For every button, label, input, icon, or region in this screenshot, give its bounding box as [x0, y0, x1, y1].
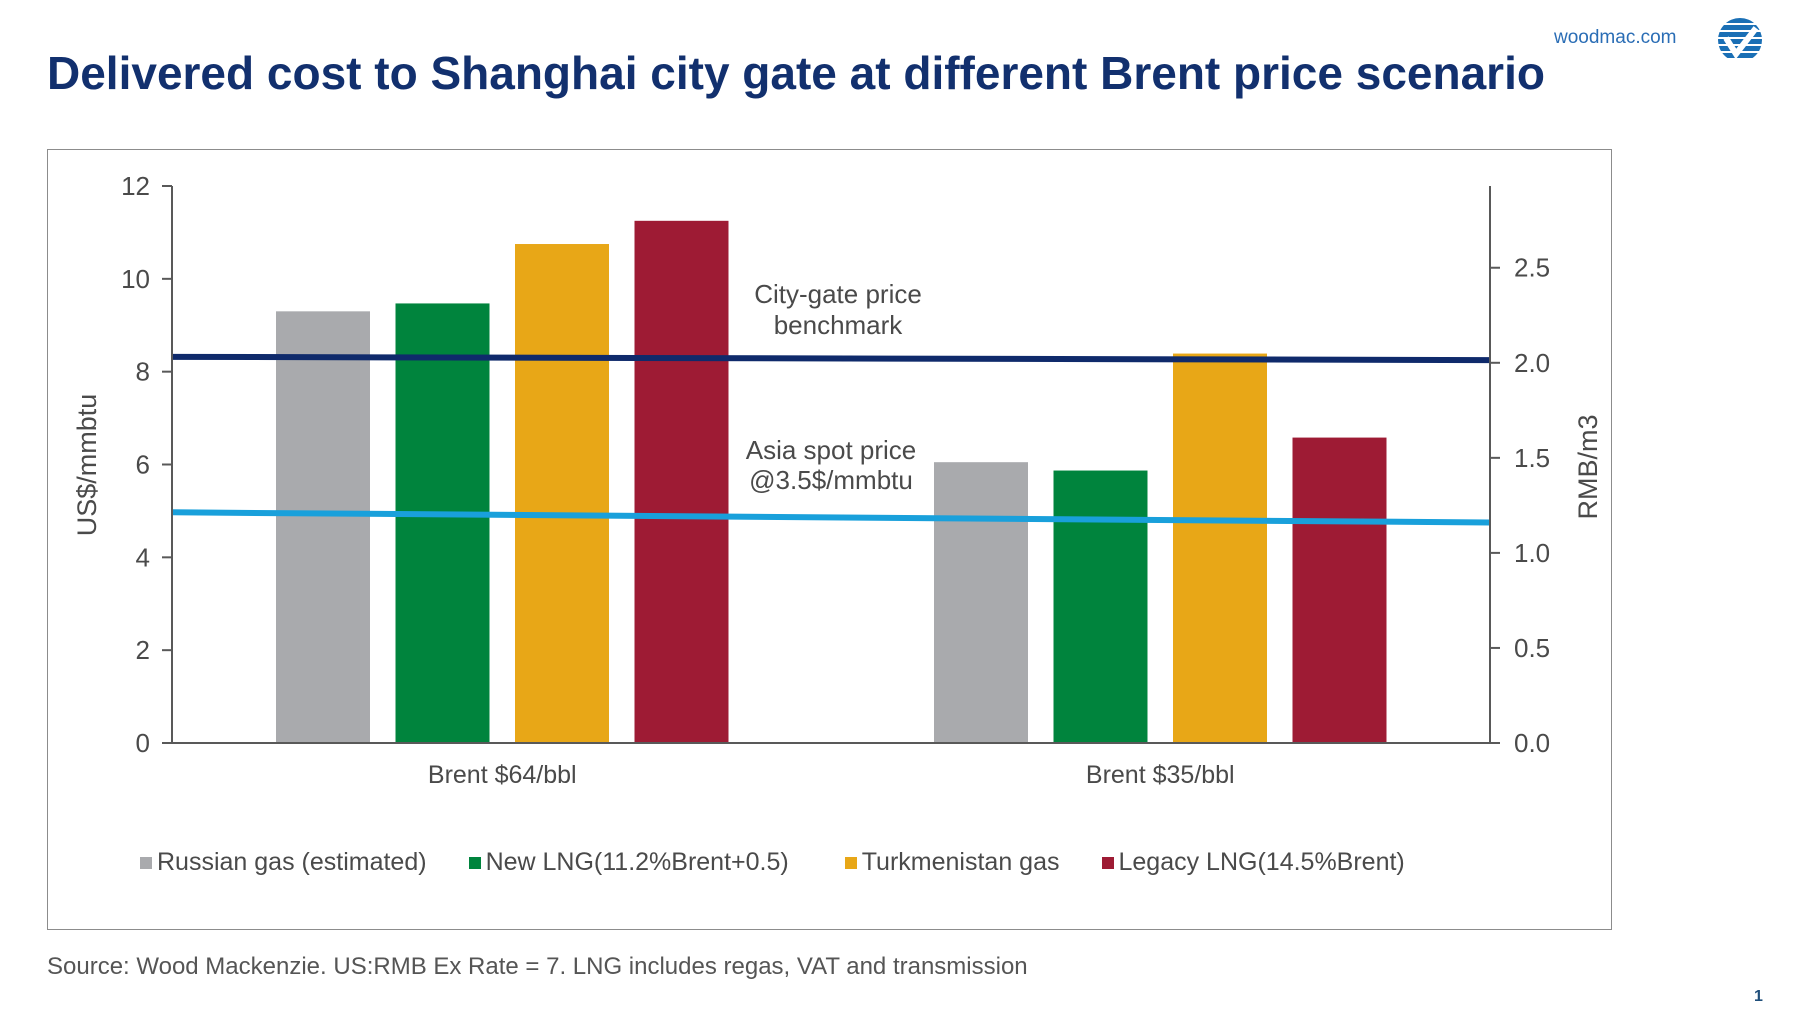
page-number: 1 [1754, 988, 1763, 1005]
bar [634, 220, 729, 743]
legend-swatch [844, 856, 857, 869]
page-title: Delivered cost to Shanghai city gate at … [47, 47, 1545, 99]
y2-tick-label: 1.0 [1514, 538, 1550, 568]
legend-label: Turkmenistan gas [861, 848, 1060, 876]
y-axis-title: US$/mmbtu [72, 394, 102, 537]
chart-legend: Russian gas (estimated) New LNG(11.2%Bre… [140, 848, 1405, 877]
reference-line-label: @3.5$/mmbtu [749, 465, 913, 495]
reference-line-label: benchmark [774, 310, 904, 340]
bar [515, 244, 609, 744]
y2-axis-title: RMB/m3 [1573, 414, 1603, 519]
y2-tick-label: 2.0 [1514, 348, 1550, 378]
legend-item-legacy-lng: Legacy LNG(14.5%Brent) [1101, 848, 1405, 877]
bar [1292, 437, 1387, 743]
x-tick-label: Brent $35/bbl [1086, 761, 1235, 789]
legend-label: Legacy LNG(14.5%Brent) [1118, 848, 1405, 876]
y-tick-label: 0 [136, 728, 150, 758]
legend-swatch [1101, 856, 1114, 869]
y2-tick-label: 1.5 [1514, 443, 1550, 473]
legend-item-russian: Russian gas (estimated) [140, 848, 427, 877]
y-tick-label: 8 [136, 357, 150, 387]
chart-frame [47, 149, 1612, 930]
y2-tick-label: 0.0 [1514, 728, 1550, 758]
y2-tick-label: 2.5 [1514, 253, 1550, 283]
legend-label: New LNG(11.2%Brent+0.5) [485, 848, 789, 876]
bar [395, 303, 490, 743]
website-link[interactable]: woodmac.com [1554, 27, 1677, 48]
city-gate-benchmark-line [171, 353, 1491, 364]
y-tick-label: 4 [136, 542, 150, 572]
asia-spot-price-line [171, 509, 1491, 526]
y-tick-label: 12 [121, 171, 150, 201]
x-tick-label: Brent $64/bbl [428, 761, 577, 789]
woodmac-logo-icon [1718, 18, 1762, 62]
source-note: Source: Wood Mackenzie. US:RMB Ex Rate =… [47, 953, 1028, 980]
y-tick-label: 2 [136, 635, 150, 665]
bar [1173, 353, 1267, 743]
legend-label: Russian gas (estimated) [157, 848, 427, 876]
legend-item-turkmenistan: Turkmenistan gas [844, 848, 1060, 877]
bar [934, 462, 1028, 743]
bar [276, 311, 370, 743]
legend-swatch [468, 856, 481, 869]
legend-swatch [140, 856, 152, 869]
reference-line-label: City-gate price [754, 279, 922, 309]
y-tick-label: 6 [136, 450, 150, 480]
reference-line-label: Asia spot price [746, 435, 917, 465]
legend-item-new-lng: New LNG(11.2%Brent+0.5) [468, 848, 789, 877]
y-tick-label: 10 [121, 264, 150, 294]
bar [1053, 470, 1148, 743]
y2-tick-label: 0.5 [1514, 633, 1550, 663]
